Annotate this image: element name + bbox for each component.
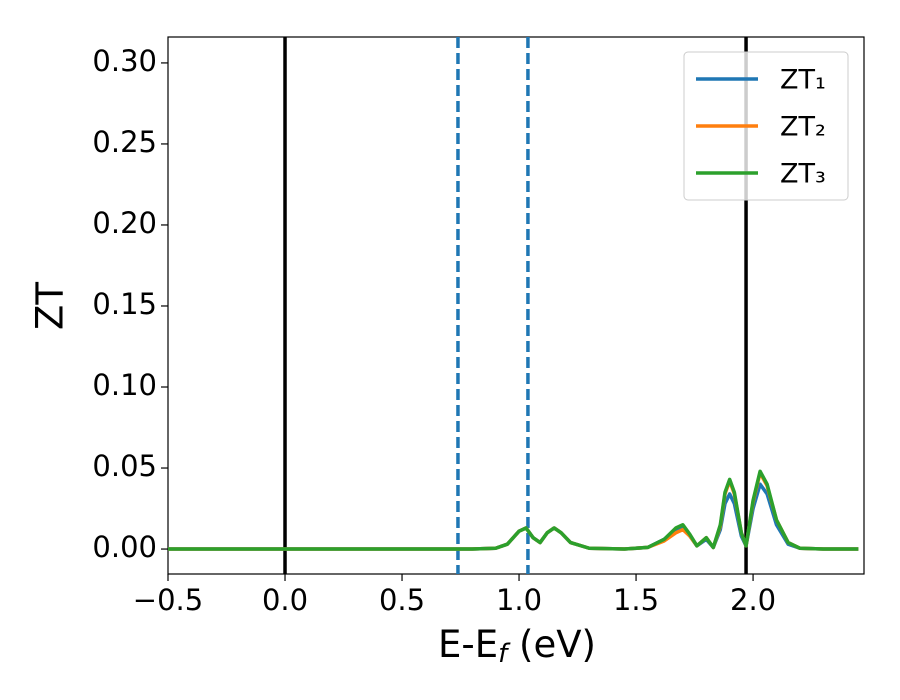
x-tick-label: 0.0 (262, 583, 308, 617)
y-tick-label: 0.10 (92, 368, 157, 402)
legend-label: ZT₂ (780, 112, 826, 143)
x-label-main: E-E (438, 623, 498, 666)
legend-label: ZT₃ (780, 159, 826, 190)
y-tick-label: 0.20 (92, 206, 157, 240)
x-tick-label: −0.5 (133, 583, 203, 617)
plot-layer (168, 37, 859, 574)
y-tick-label: 0.30 (92, 44, 157, 78)
legend-box (683, 51, 849, 201)
legend-label: ZT₁ (780, 65, 826, 96)
y-tick-label: 0.25 (92, 125, 157, 159)
series-line (168, 469, 859, 551)
x-tick-label: 1.5 (613, 583, 659, 617)
y-tick-label: 0.05 (92, 449, 157, 483)
x-tick-label: 2.0 (730, 583, 776, 617)
x-axis-label: E-Ef (eV) (438, 623, 596, 669)
y-tick-label: 0.15 (92, 287, 157, 321)
x-label-unit: (eV) (507, 623, 596, 666)
y-tick-label: 0.00 (92, 530, 157, 564)
y-axis-label: ZT (29, 282, 72, 330)
x-tick-label: 0.5 (379, 583, 425, 617)
x-tick-label: 1.0 (496, 583, 542, 617)
